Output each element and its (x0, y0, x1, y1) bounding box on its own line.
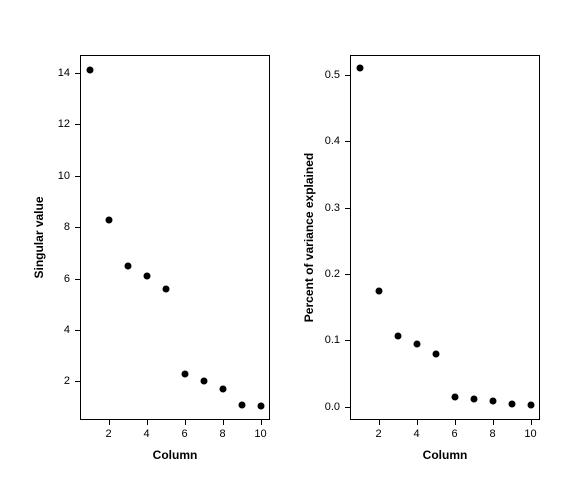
right-point (356, 65, 363, 72)
right-x-axis-label: Column (350, 448, 540, 462)
right-x-tick-mark (493, 420, 494, 425)
right-y-tick-label: 0.0 (316, 401, 340, 413)
right-x-tick-label: 2 (375, 428, 381, 440)
left-x-tick-label: 10 (254, 428, 266, 440)
right-y-tick-mark (345, 141, 350, 142)
right-point (470, 395, 477, 402)
right-point (375, 287, 382, 294)
right-y-tick-label: 0.1 (316, 334, 340, 346)
right-point (527, 401, 534, 408)
right-y-tick-mark (345, 274, 350, 275)
left-point (257, 402, 264, 409)
left-point (105, 216, 112, 223)
left-x-tick-mark (147, 420, 148, 425)
left-x-tick-label: 2 (105, 428, 111, 440)
right-x-tick-label: 4 (413, 428, 419, 440)
right-point (432, 350, 439, 357)
left-point (143, 273, 150, 280)
left-point (238, 401, 245, 408)
left-y-tick-label: 6 (46, 273, 70, 285)
left-y-tick-label: 8 (46, 221, 70, 233)
left-y-tick-label: 2 (46, 375, 70, 387)
left-y-tick-mark (75, 279, 80, 280)
left-y-tick-mark (75, 124, 80, 125)
right-y-tick-label: 0.4 (316, 135, 340, 147)
left-point (124, 262, 131, 269)
left-x-tick-label: 8 (219, 428, 225, 440)
right-point (508, 401, 515, 408)
right-point (451, 394, 458, 401)
left-point (162, 285, 169, 292)
left-y-tick-label: 10 (46, 170, 70, 182)
right-x-tick-label: 8 (489, 428, 495, 440)
left-point (181, 370, 188, 377)
right-y-tick-mark (345, 340, 350, 341)
right-x-tick-mark (531, 420, 532, 425)
left-x-tick-mark (185, 420, 186, 425)
left-plot-area (80, 55, 270, 420)
left-y-tick-mark (75, 330, 80, 331)
right-x-tick-label: 10 (524, 428, 536, 440)
left-x-tick-label: 6 (181, 428, 187, 440)
left-point (86, 67, 93, 74)
left-point (219, 386, 226, 393)
left-y-tick-mark (75, 381, 80, 382)
left-x-tick-mark (261, 420, 262, 425)
figure: Singular value Column Percent of varianc… (0, 0, 576, 504)
left-x-axis-label: Column (80, 448, 270, 462)
right-y-tick-label: 0.3 (316, 202, 340, 214)
left-y-tick-label: 12 (46, 118, 70, 130)
right-y-tick-mark (345, 75, 350, 76)
left-y-axis-label: Singular value (32, 55, 46, 420)
right-y-axis-label: Percent of variance explained (302, 55, 316, 420)
left-x-tick-mark (223, 420, 224, 425)
left-x-tick-label: 4 (143, 428, 149, 440)
right-x-tick-label: 6 (451, 428, 457, 440)
right-y-tick-label: 0.2 (316, 268, 340, 280)
left-x-tick-mark (109, 420, 110, 425)
left-y-tick-label: 4 (46, 324, 70, 336)
left-y-tick-mark (75, 227, 80, 228)
right-point (413, 340, 420, 347)
right-x-tick-mark (379, 420, 380, 425)
right-y-tick-label: 0.5 (316, 69, 340, 81)
right-point (394, 332, 401, 339)
right-point (489, 397, 496, 404)
right-x-tick-mark (455, 420, 456, 425)
left-y-tick-mark (75, 73, 80, 74)
right-x-tick-mark (417, 420, 418, 425)
right-y-tick-mark (345, 208, 350, 209)
left-y-tick-mark (75, 176, 80, 177)
left-point (200, 378, 207, 385)
right-y-tick-mark (345, 407, 350, 408)
left-y-tick-label: 14 (46, 67, 70, 79)
right-plot-area (350, 55, 540, 420)
